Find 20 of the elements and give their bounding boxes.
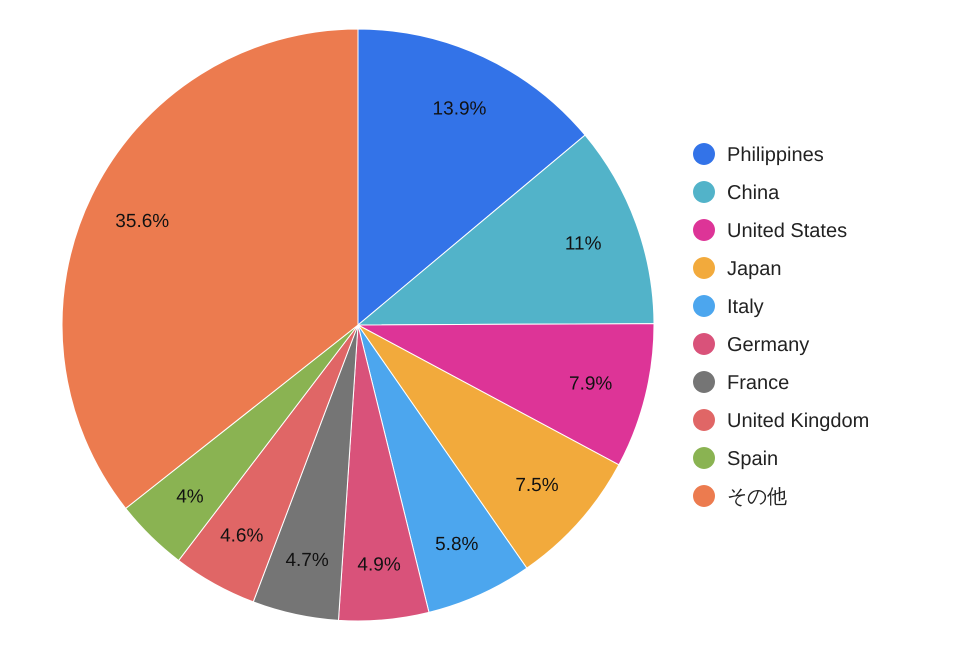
legend-label: Italy [727,296,764,318]
data-label: 4.7% [285,550,329,571]
data-label: 5.8% [435,534,479,556]
legend-label: Germany [727,334,810,356]
legend-label: United States [727,220,848,242]
data-label: 4% [176,486,204,508]
legend-label: France [727,372,790,394]
legend-label: Philippines [727,144,824,166]
data-label: 4.6% [220,525,264,546]
legend-label: China [727,182,780,204]
data-label: 11% [564,233,602,254]
legend-label: その他 [727,486,787,508]
data-label: 35.6% [115,211,170,232]
legend-label: Japan [727,258,782,280]
data-label: 7.5% [515,475,559,496]
data-label: 7.9% [569,374,612,395]
legend-label: United Kingdom [727,410,870,432]
data-label: 4.9% [357,554,401,576]
data-label: 13.9% [432,98,487,120]
legend-label: Spain [727,448,778,470]
